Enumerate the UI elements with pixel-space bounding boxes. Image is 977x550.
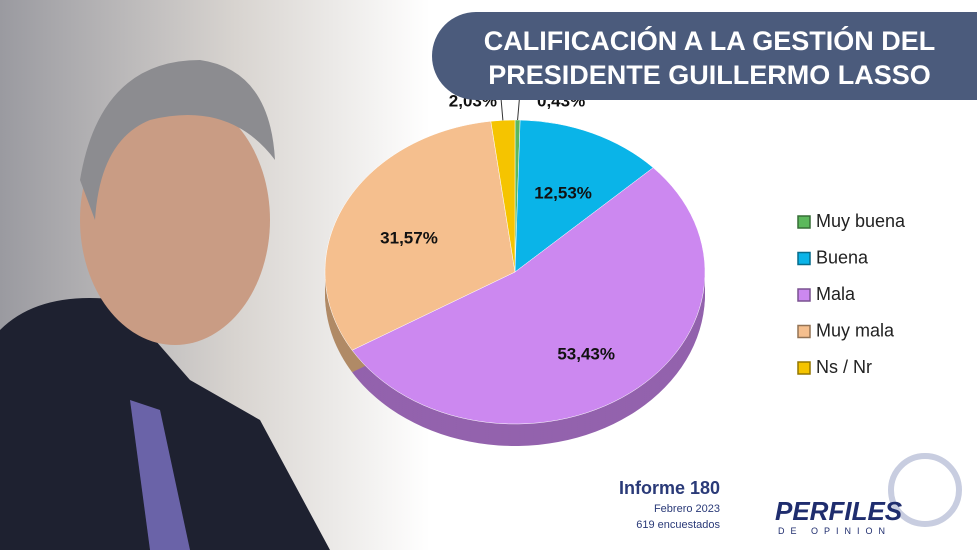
legend-swatch (797, 251, 811, 266)
logo-name: PERFILES (775, 496, 903, 526)
value-label: 12,53% (534, 183, 592, 202)
photo-face (80, 95, 270, 345)
logo-ring (888, 453, 962, 527)
logo-tagline: DE OPINION (778, 526, 891, 536)
slice (351, 167, 706, 425)
photo-tie (130, 400, 190, 550)
pie: 0,43%12,53%53,43%31,57%2,03% (324, 91, 706, 447)
legend-label: Muy buena (816, 211, 906, 231)
value-label: 53,43% (557, 345, 615, 364)
legend: Muy buena Buena Mala Muy mala Ns / Nr (797, 211, 906, 377)
legend-label: Mala (816, 284, 856, 304)
legend-label: Muy mala (816, 320, 895, 340)
slice (490, 119, 516, 273)
report: Informe 180 (619, 478, 720, 498)
slice (514, 119, 654, 273)
chart-title: CALIFICACIÓN A LA GESTIÓN DEL PRESIDENTE… (432, 12, 977, 100)
legend-label: Buena (816, 247, 869, 267)
legend-swatch (797, 361, 811, 375)
value-label: 31,57% (380, 228, 438, 247)
date: Febrero 2023 (654, 503, 720, 515)
legend-swatch (797, 324, 811, 339)
photo-hair (80, 60, 275, 220)
slice (324, 120, 516, 351)
legend-swatch (797, 288, 811, 302)
sample: 619 encuestados (636, 519, 720, 531)
legend-label: Ns / Nr (816, 357, 872, 377)
photo-suit (0, 298, 330, 550)
legend-swatch (797, 215, 811, 229)
